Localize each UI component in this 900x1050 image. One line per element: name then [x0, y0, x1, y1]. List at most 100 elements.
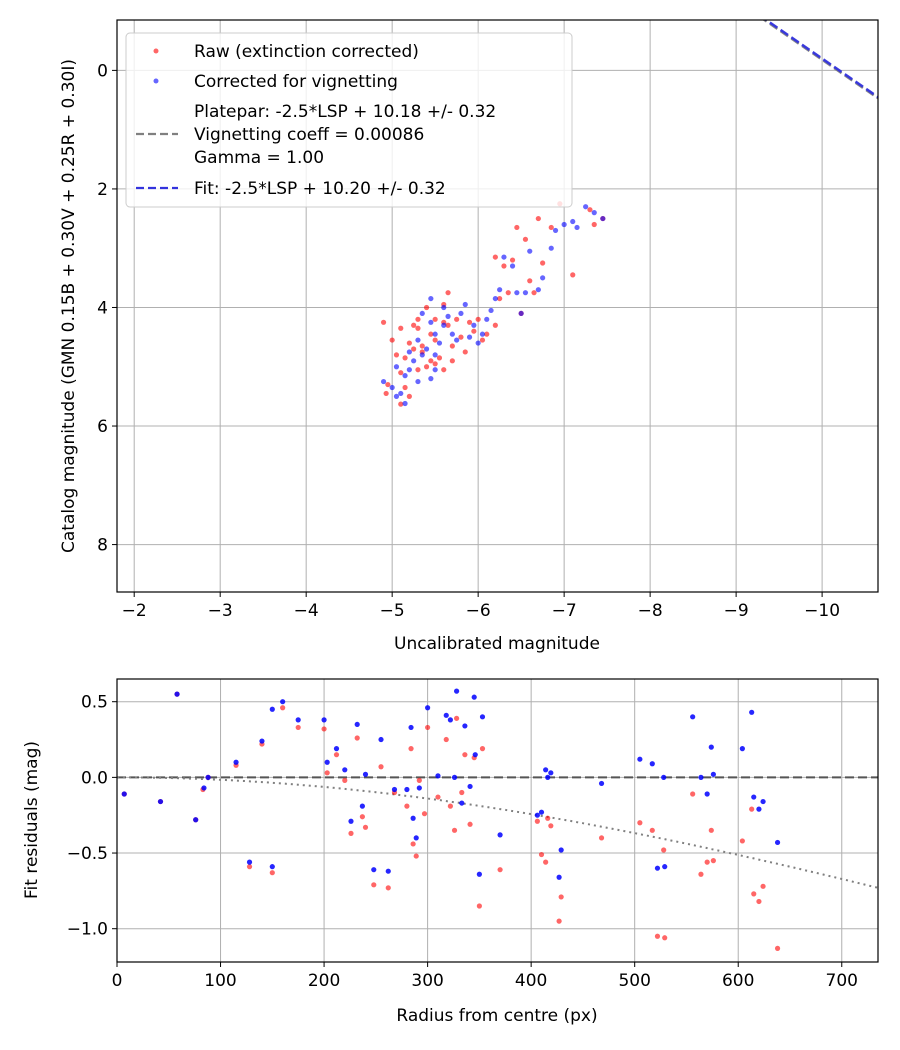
corrected-residual-point — [751, 794, 757, 800]
raw-point — [415, 367, 421, 373]
top-x-tick-label: −3 — [208, 601, 233, 621]
corrected-point — [449, 331, 455, 337]
raw-point — [471, 328, 477, 334]
legend-platepar-line-2: Vignetting coeff = 0.00086 — [194, 125, 424, 145]
corrected-residual-point — [774, 839, 781, 846]
top-y-tick-label: 2 — [97, 180, 108, 200]
raw-residual-point — [269, 870, 275, 876]
raw-point — [383, 390, 389, 397]
raw-point — [591, 221, 597, 228]
corrected-residual-point — [280, 699, 286, 705]
raw-residual-point — [425, 724, 431, 731]
calibration-chart: −2 −3 −4 −5 −6 −7 −8 −9 −10 0 2 4 6 8 Uncalibrated m… — [59, 19, 879, 654]
corrected-residual-point — [404, 786, 410, 793]
top-x-tick-label: −10 — [804, 601, 840, 621]
raw-residual-point — [246, 864, 253, 870]
raw-residual-point — [348, 830, 354, 836]
raw-point — [587, 207, 593, 213]
corrected-point — [471, 322, 477, 328]
bottom-y-tick-label: −0.5 — [67, 844, 108, 864]
raw-residual-point — [598, 835, 605, 841]
raw-residual-point — [280, 705, 286, 711]
corrected-residual-point — [476, 871, 482, 877]
raw-residual-point — [654, 933, 661, 939]
raw-residual-point — [558, 894, 564, 900]
corrected-residual-point — [454, 688, 460, 694]
corrected-point — [583, 204, 589, 210]
raw-point — [505, 290, 511, 296]
corrected-point — [574, 224, 580, 231]
raw-residual-point — [662, 935, 668, 941]
legend-corrected-label: Corrected for vignetting — [194, 72, 398, 92]
raw-point — [497, 295, 503, 302]
corrected-residual-point — [259, 738, 265, 744]
legend-corrected-marker — [153, 78, 159, 84]
bottom-x-tick-label: 300 — [411, 971, 443, 991]
corrected-residual-point — [704, 791, 710, 797]
corrected-residual-point — [649, 761, 655, 767]
corrected-point — [389, 384, 395, 391]
legend-raw-label: Raw (extinction corrected) — [194, 42, 419, 62]
corrected-residual-point — [739, 746, 745, 752]
corrected-residual-point — [462, 723, 468, 729]
raw-point — [411, 346, 417, 352]
top-axes-frame — [116, 19, 879, 593]
raw-point — [411, 322, 417, 328]
corrected-point — [441, 304, 447, 311]
raw-residual-point — [774, 945, 781, 951]
corrected-residual-point — [708, 744, 714, 750]
residuals-chart: 0 100 200 300 400 500 600 700 0.5 0.0 −0.5 −1.0 Ra… — [22, 678, 879, 1026]
corrected-point — [548, 245, 554, 251]
raw-residual-point — [342, 777, 348, 783]
raw-point — [402, 384, 408, 391]
raw-point — [380, 319, 387, 325]
corrected-residual-point — [410, 815, 416, 821]
corrected-point — [454, 337, 460, 343]
bottom-x-tick-label: 500 — [618, 971, 650, 991]
corrected-point — [428, 295, 434, 302]
corrected-point — [600, 215, 606, 222]
corrected-residual-point — [362, 771, 369, 777]
corrected-point — [445, 313, 451, 319]
corrected-point — [458, 310, 464, 317]
corrected-point — [406, 367, 412, 373]
corrected-residual-point — [333, 746, 340, 752]
top-x-tick-label: −8 — [638, 601, 663, 621]
raw-point — [398, 401, 404, 407]
corrected-residual-point — [157, 798, 164, 805]
raw-point — [449, 358, 455, 364]
corrected-point — [406, 349, 412, 355]
corrected-residual-point — [756, 806, 762, 812]
corrected-point — [432, 352, 438, 358]
legend-raw-marker — [153, 48, 159, 54]
raw-residual-point — [416, 777, 422, 783]
corrected-residual-point — [121, 791, 127, 797]
raw-residual-point — [413, 853, 419, 859]
top-y-tick-label: 4 — [97, 298, 108, 318]
raw-point — [415, 316, 421, 322]
corrected-residual-point — [471, 694, 477, 700]
raw-point — [484, 331, 490, 337]
raw-residual-point — [538, 851, 545, 858]
corrected-point — [527, 248, 533, 254]
corrected-residual-point — [543, 767, 549, 773]
corrected-point — [436, 340, 443, 346]
legend: Raw (extinction corrected) Corrected for… — [125, 32, 573, 208]
raw-point — [428, 331, 434, 337]
corrected-point — [432, 331, 438, 337]
top-x-tick-label: −9 — [724, 601, 749, 621]
raw-point — [449, 343, 455, 349]
raw-point — [423, 304, 430, 311]
bottom-y-tick-label: −1.0 — [67, 920, 108, 940]
corrected-residual-point — [760, 798, 766, 805]
raw-point — [445, 322, 451, 328]
top-y-tick-label: 0 — [97, 61, 108, 81]
corrected-point — [419, 310, 425, 317]
corrected-residual-point — [269, 864, 275, 870]
corrected-residual-point — [295, 717, 301, 723]
raw-residual-point — [467, 821, 473, 827]
corrected-residual-point — [698, 774, 704, 780]
raw-residual-point — [354, 735, 360, 741]
corrected-residual-point — [661, 774, 667, 780]
raw-point — [466, 319, 473, 325]
